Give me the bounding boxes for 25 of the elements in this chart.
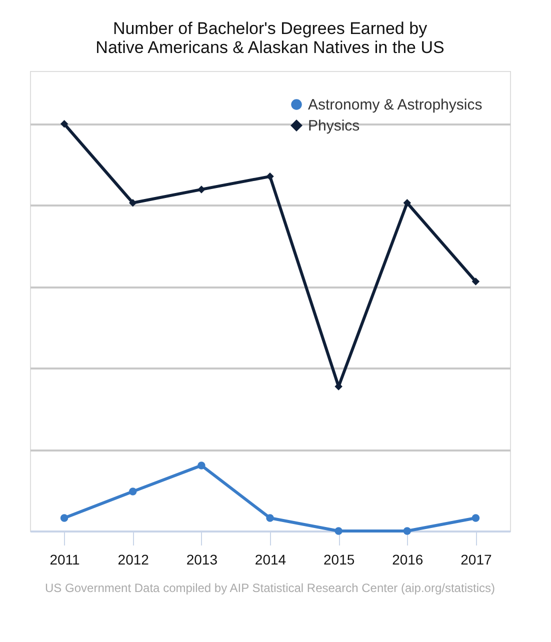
point [198, 462, 206, 470]
point [266, 514, 274, 522]
text: Number of Bachelor's Degrees Earned by [112, 19, 428, 38]
point [472, 278, 480, 286]
text: Native Americans & Alaskan Natives in the US [96, 38, 444, 57]
point [266, 172, 274, 180]
x-tick-label: 2011 [50, 552, 80, 568]
x-tick-label: 2012 [118, 552, 150, 568]
point [403, 199, 412, 207]
x-tick-label: 2016 [392, 552, 424, 568]
x-tick-label: 2014 [254, 552, 286, 568]
legend-label: Physics [308, 118, 360, 134]
point [128, 488, 137, 496]
text: US Government Data compiled by AIP Statistical Research Center (aip.org/statistics) [45, 581, 495, 595]
point [334, 527, 342, 535]
x-tick-label: 2015 [323, 552, 355, 568]
point [60, 514, 68, 522]
point [403, 527, 412, 535]
point [128, 199, 137, 207]
x-tick-label: 2013 [186, 552, 218, 568]
point [60, 120, 68, 128]
point [472, 514, 480, 522]
legend-label: Astronomy & Astrophysics [308, 96, 482, 114]
point [198, 186, 206, 194]
x-tick-label: 2017 [460, 552, 492, 568]
